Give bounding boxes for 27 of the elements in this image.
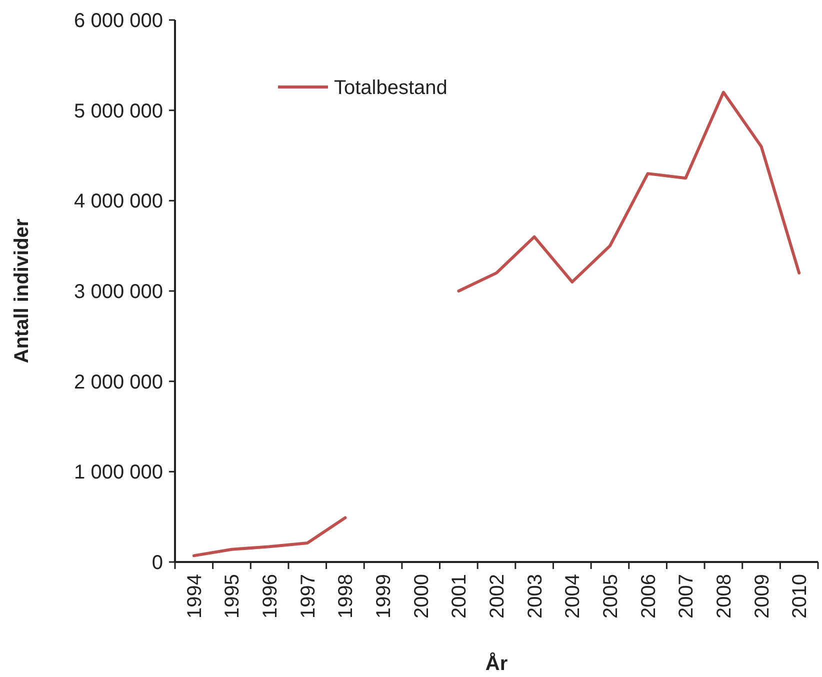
y-tick-label: 0 — [152, 552, 163, 574]
y-tick-label: 3 000 000 — [74, 281, 163, 303]
y-tick-label: 2 000 000 — [74, 371, 163, 394]
x-tick-label: 1994 — [184, 574, 206, 618]
x-tick-label: 2005 — [600, 574, 622, 618]
y-tick-label: 1 000 000 — [74, 462, 163, 484]
x-tick-label: 2002 — [486, 574, 508, 618]
x-tick-label: 1996 — [260, 574, 282, 618]
legend-label: Totalbestand — [334, 77, 448, 99]
y-tick-label: 5 000 000 — [74, 100, 163, 122]
x-tick-label: 2008 — [713, 574, 736, 618]
x-tick-label: 2000 — [410, 574, 433, 618]
x-axis-title: År — [485, 652, 508, 675]
y-tick-label: 4 000 000 — [74, 190, 163, 213]
x-tick-label: 2010 — [789, 574, 812, 618]
x-tick-label: 1999 — [373, 574, 396, 618]
x-tick-label: 2007 — [676, 574, 698, 618]
x-tick-label: 1995 — [222, 574, 244, 618]
x-tick-label: 2003 — [524, 574, 546, 618]
x-tick-label: 2004 — [562, 574, 584, 618]
x-tick-label: 1997 — [297, 574, 320, 618]
x-tick-label: 2001 — [448, 574, 471, 618]
x-tick-label: 2009 — [751, 574, 774, 618]
y-axis-title: Antall individer — [11, 218, 33, 364]
x-tick-label: 1998 — [335, 574, 358, 618]
y-tick-label: 6 000 000 — [74, 10, 163, 32]
x-tick-label: 2006 — [638, 574, 660, 618]
